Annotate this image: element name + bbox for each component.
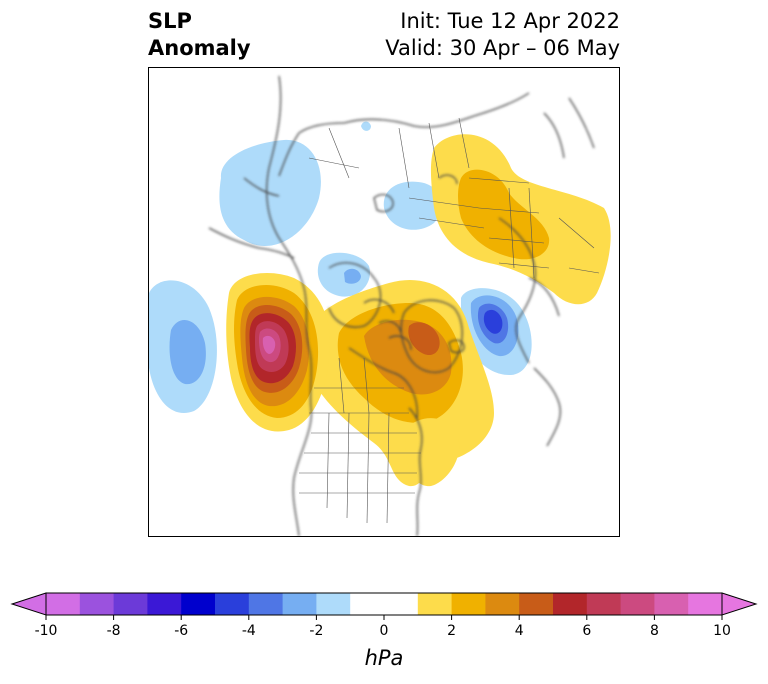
colorbar-block [147,593,182,615]
colorbar-block [113,593,148,615]
colorbar-block [79,593,115,615]
colorbar-over-arrow [721,592,758,616]
colorbar-tick-label: -8 [107,623,121,639]
colorbar-block [181,593,216,615]
colorbar-block [586,593,622,615]
colorbar-tick-label: 2 [447,623,456,639]
colorbar-block [519,593,554,615]
colorbar-block [350,593,385,615]
colorbar-block [316,593,351,615]
colorbar-tick-label: -6 [174,623,188,639]
init-date: Init: Tue 12 Apr 2022 [400,9,620,33]
colorbar-tick-label: -2 [309,623,323,639]
colorbar-block [282,593,317,615]
colorbar-block [654,593,689,615]
colorbar-tick-label: 10 [713,623,731,639]
colorbar-tick-label: -10 [35,623,58,639]
colorbar-block [553,593,588,615]
forecast-dates: Init: Tue 12 Apr 2022 Valid: 30 Apr – 06… [385,8,620,62]
colorbar-block [384,593,419,615]
colorbar-block [215,593,250,615]
colorbar-tick-label: 6 [582,623,591,639]
colorbar-tick-label: 4 [515,623,524,639]
colorbar-block [248,593,284,615]
colorbar-block [485,593,520,615]
colorbar: -10 -8 -6 -4 -2 0 2 4 6 8 10 [0,585,768,645]
colorbar-block [451,593,486,615]
title-variable: SLP [148,9,192,33]
colorbar-ticks: -10 -8 -6 -4 -2 0 2 4 6 8 10 [35,615,731,639]
colorbar-tick-label: 8 [650,623,659,639]
colorbar-blocks [46,593,723,615]
colorbar-block [46,593,81,615]
colorbar-block [620,593,655,615]
colorbar-block [688,593,723,615]
colorbar-under-arrow [10,592,47,616]
title-field: Anomaly [148,36,251,60]
coastlines [208,75,595,536]
political-borders [299,117,600,524]
anomaly-contours [149,121,611,487]
map-title: SLP Anomaly [148,8,251,62]
valid-range: Valid: 30 Apr – 06 May [385,36,620,60]
colorbar-block [417,593,453,615]
colorbar-units: hPa [364,646,404,670]
colorbar-tick-label: 0 [380,623,389,639]
colorbar-tick-label: -4 [242,623,256,639]
negative-anomaly-arctic [383,181,442,230]
slp-anomaly-map [148,67,620,537]
